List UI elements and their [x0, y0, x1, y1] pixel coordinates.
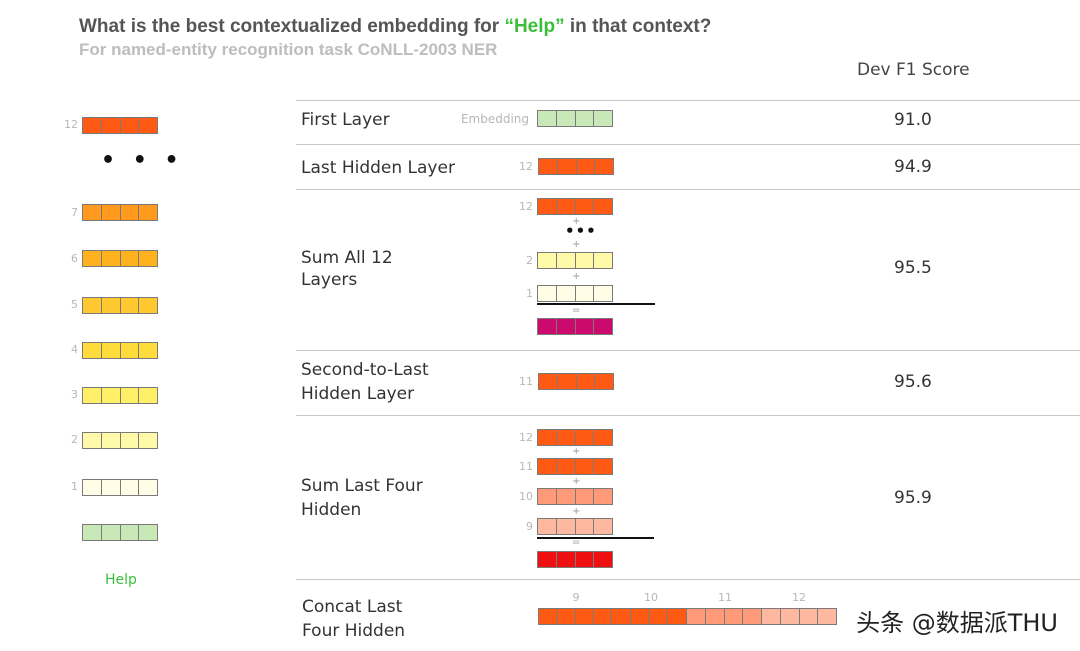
left-vector-1 — [82, 479, 158, 496]
vector-label: 9 — [526, 520, 533, 533]
left-vector-12 — [82, 117, 158, 134]
vector-label: 10 — [519, 490, 533, 503]
row-divider — [296, 350, 1080, 351]
plus-sign: + — [572, 506, 581, 517]
concat-segment-12 — [761, 608, 837, 625]
concat-segment-9 — [538, 608, 612, 625]
row-label-line1: Concat Last — [302, 597, 403, 617]
left-vector-2 — [82, 432, 158, 449]
vector-label: 11 — [519, 460, 533, 473]
score-sum-all-12: 95.5 — [894, 258, 932, 278]
score-sum-last-four: 95.9 — [894, 488, 932, 508]
plus-sign: + — [572, 446, 581, 457]
layer12-vector — [537, 198, 613, 215]
sum-rule — [537, 537, 654, 539]
sum-rule — [537, 303, 655, 305]
left-vector-3 — [82, 387, 158, 404]
vector-label: 12 — [519, 431, 533, 444]
row-label: Last Hidden Layer — [301, 158, 455, 178]
left-label-5: 5 — [71, 298, 78, 311]
vector-label: 1 — [526, 287, 533, 300]
left-vector-7 — [82, 204, 158, 221]
watermark: 头条 @数据派THU — [856, 609, 1058, 637]
row-label: First Layer — [301, 110, 390, 130]
score-last-hidden-layer: 94.9 — [894, 157, 932, 177]
row-label-line2: Hidden Layer — [301, 384, 415, 404]
diagram-title: What is the best contextualized embeddin… — [79, 16, 712, 37]
layer10-vector — [537, 488, 613, 505]
row-label-line2: Hidden — [301, 500, 362, 520]
column-header-dev-f1: Dev F1 Score — [857, 60, 970, 80]
row-divider — [296, 189, 1080, 190]
score-first-layer: 91.0 — [894, 110, 932, 130]
left-vector-embedding — [82, 524, 158, 541]
layer2-vector — [537, 252, 613, 269]
concat-label-11: 11 — [718, 591, 732, 604]
plus-sign: + — [572, 239, 581, 250]
left-label-6: 6 — [71, 252, 78, 265]
layer9-vector — [537, 518, 613, 535]
concat-label-9: 9 — [572, 591, 580, 604]
concat-segment-10 — [611, 608, 687, 625]
left-label-3: 3 — [71, 388, 78, 401]
row-label-line1: Sum Last Four — [301, 476, 423, 496]
vector-label: 12 — [519, 160, 533, 173]
plus-sign: + — [572, 271, 581, 282]
vector-label: 12 — [519, 200, 533, 213]
plus-sign: + — [572, 476, 581, 487]
input-word-help: Help — [105, 572, 137, 588]
equals-sign: = — [572, 305, 581, 316]
left-ellipsis: • • • — [101, 148, 184, 173]
layer11-vector — [537, 458, 613, 475]
layer1-vector — [537, 285, 613, 302]
concat-label-12: 12 — [792, 591, 806, 604]
sum-all-vector — [537, 318, 613, 335]
left-vector-5 — [82, 297, 158, 314]
row-divider — [296, 579, 1080, 580]
layer12-vector — [538, 158, 614, 175]
layer11-vector — [538, 373, 614, 390]
title-highlight-word: Help — [513, 16, 556, 37]
row-divider — [296, 144, 1080, 145]
score-second-to-last: 95.6 — [894, 372, 932, 392]
left-vector-6 — [82, 250, 158, 267]
plus-sign: + — [572, 216, 581, 227]
left-label-4: 4 — [71, 343, 78, 356]
row-divider — [296, 415, 1080, 416]
sum-last-four-vector — [537, 551, 613, 568]
row-label-line1: Second-to-Last — [301, 360, 429, 380]
vector-label: 2 — [526, 254, 533, 267]
vector-label: 11 — [519, 375, 533, 388]
row-label-line2: Four Hidden — [302, 621, 406, 641]
left-label-7: 7 — [71, 206, 78, 219]
left-label-2: 2 — [71, 433, 78, 446]
left-label-12: 12 — [64, 118, 78, 131]
diagram-subtitle: For named-entity recognition task CoNLL-… — [79, 40, 498, 59]
concat-label-10: 10 — [644, 591, 658, 604]
left-label-1: 1 — [71, 480, 78, 493]
ellipsis: ••• — [565, 222, 597, 240]
equals-sign: = — [572, 537, 581, 548]
row-divider — [296, 100, 1080, 101]
row-label-line1: Sum All 12 — [301, 248, 393, 268]
layer12-vector — [537, 429, 613, 446]
row-label-line2: Layers — [301, 270, 358, 290]
left-vector-4 — [82, 342, 158, 359]
embedding-vector — [537, 110, 613, 127]
embedding-label: Embedding — [460, 112, 529, 126]
concat-segment-11 — [686, 608, 762, 625]
